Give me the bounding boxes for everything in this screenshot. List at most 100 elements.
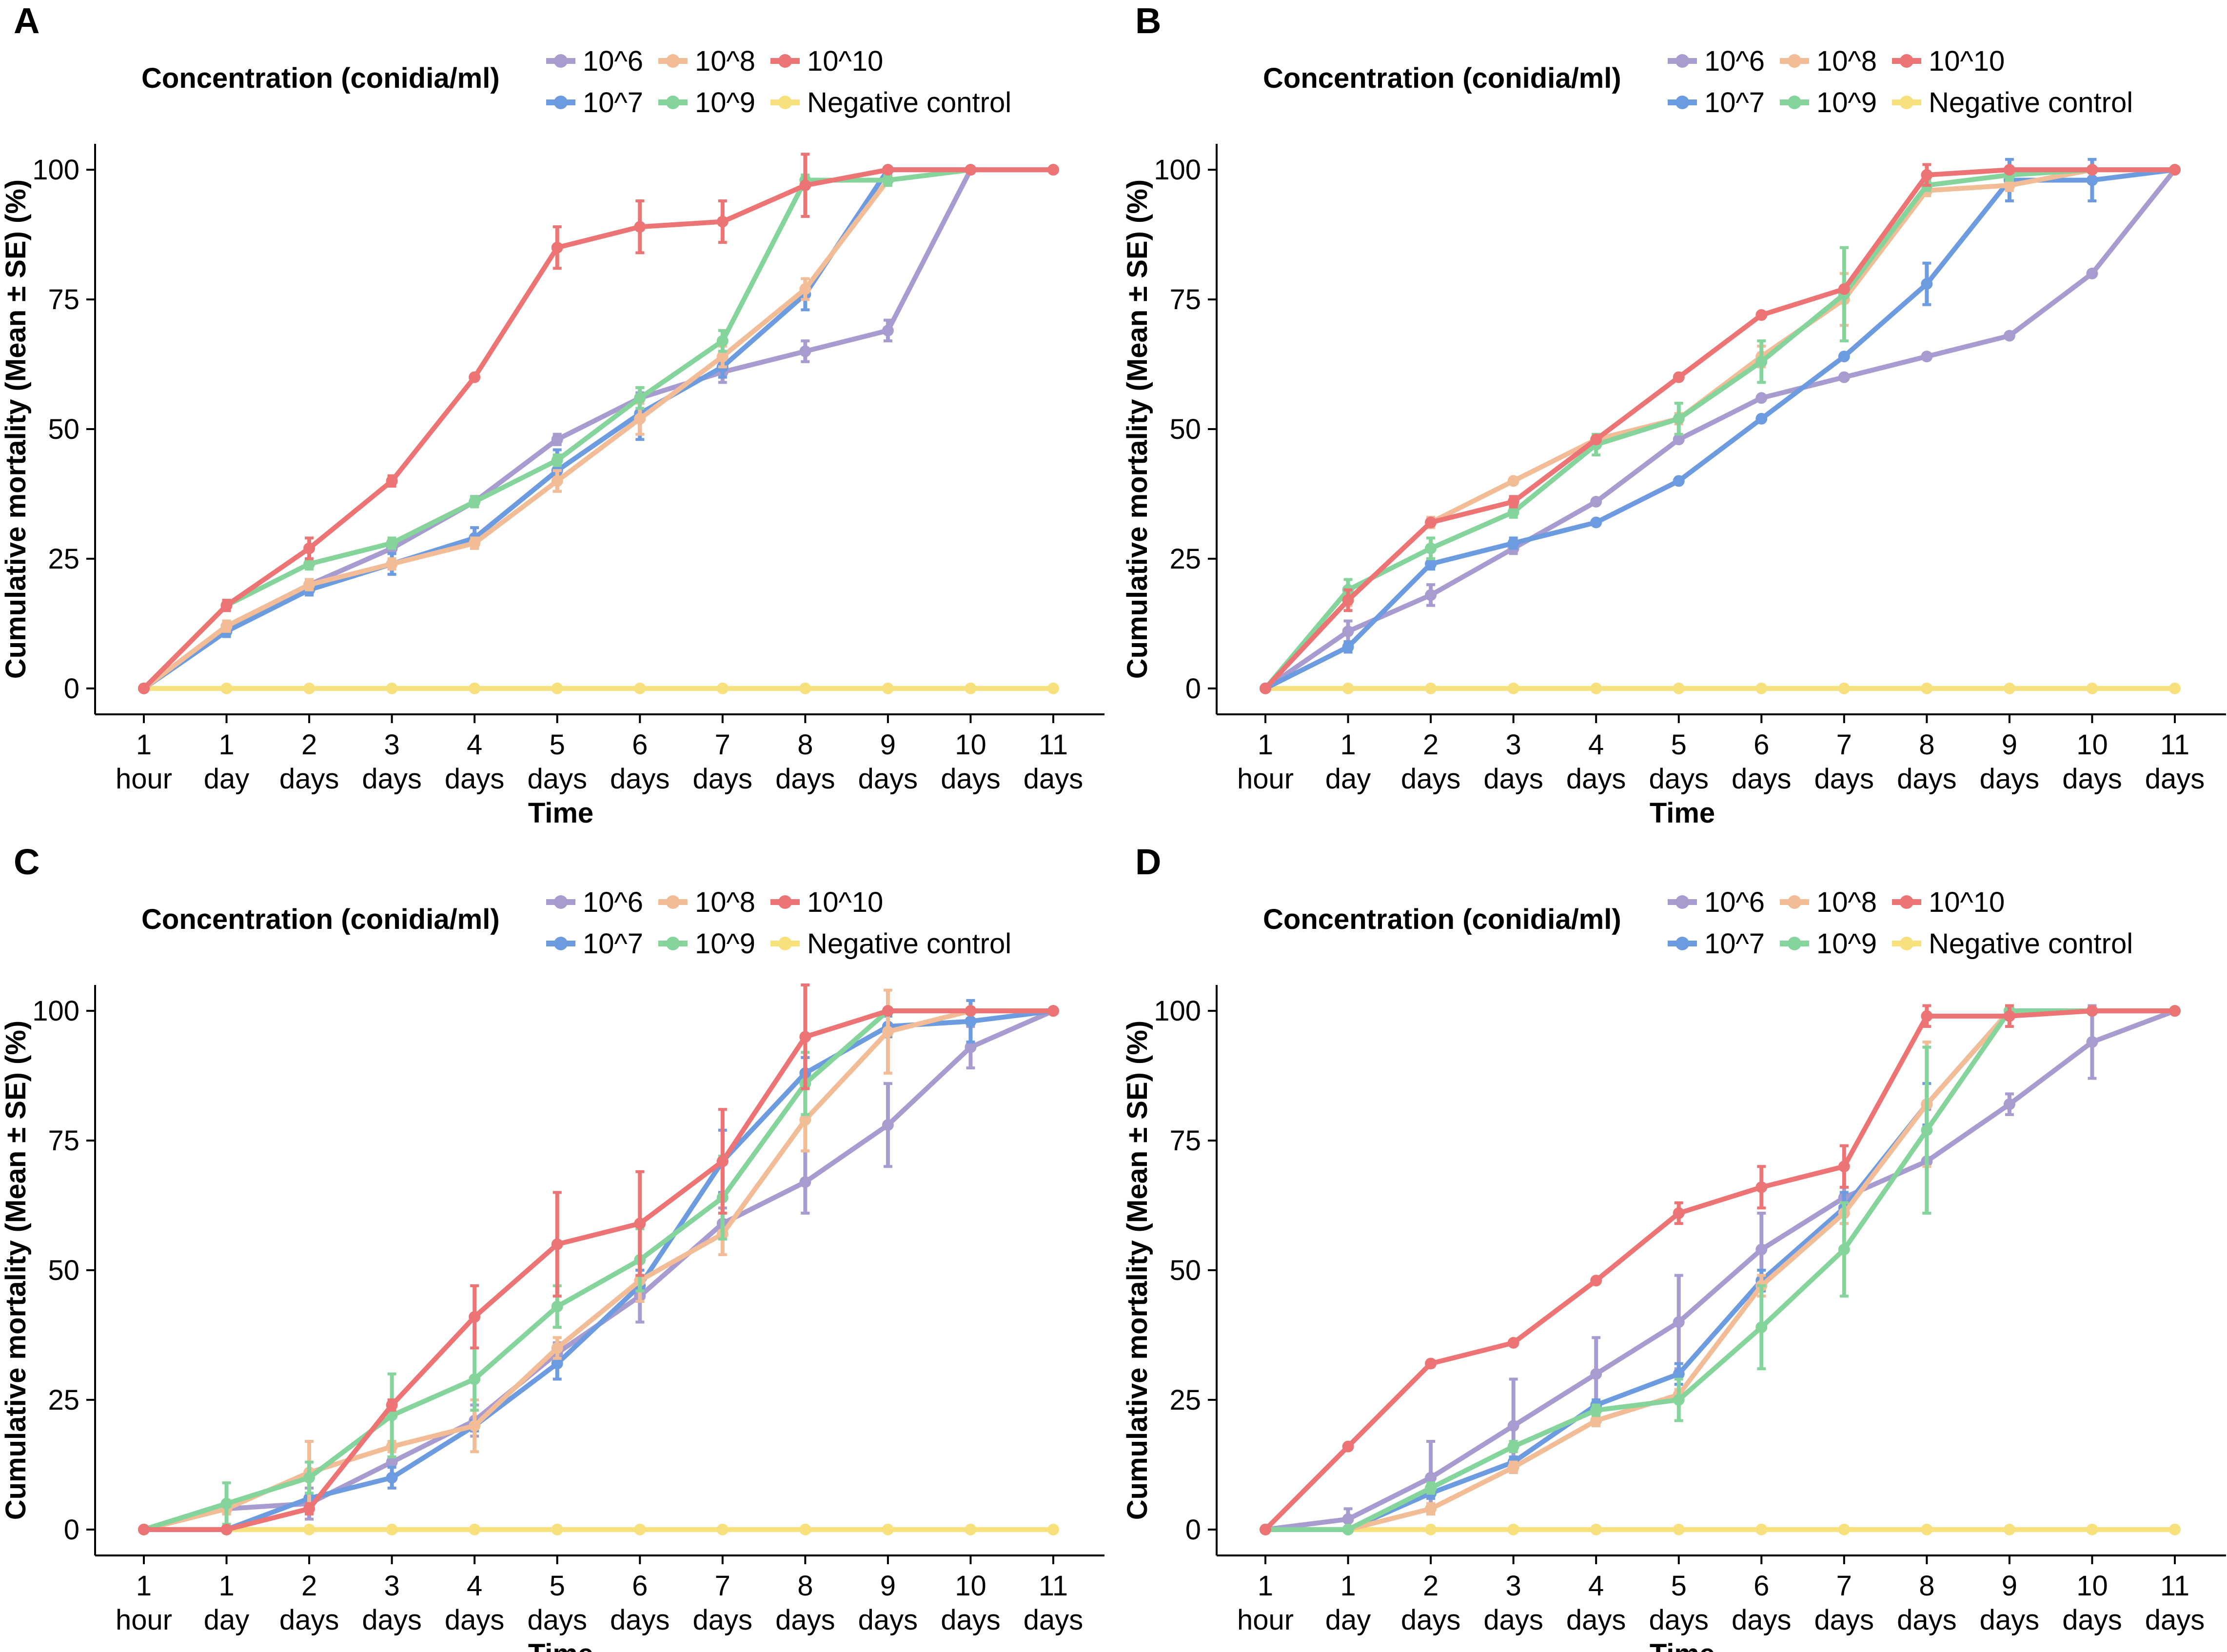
x-tick-unit: days [362,1604,422,1636]
data-point [716,351,729,363]
legend-label: 10^6 [583,45,643,77]
data-point [1590,1275,1602,1287]
panel-label: D [1135,842,1161,882]
legend-swatch-marker [554,54,568,68]
data-point [2086,1036,2098,1048]
data-point [2003,330,2015,342]
legend-swatch-marker [1900,54,1913,68]
data-point [1590,495,1602,508]
series-line [141,167,1056,691]
data-point [1755,309,1768,321]
legend-item: 10^9 [658,928,755,960]
data-point [2003,1098,2015,1110]
data-point [1507,506,1519,518]
x-tick-unit: days [2062,1604,2122,1636]
data-point [799,1523,811,1535]
legend-item: 10^7 [1668,928,1765,960]
x-tick-number: 4 [467,729,482,761]
x-tick-unit: day [1325,763,1371,795]
data-point [1755,413,1768,425]
series-10-6 [1260,1004,2181,1535]
legend-swatch-marker [1788,937,1801,950]
x-tick-unit: day [1325,1604,1371,1636]
data-point [1755,1243,1768,1256]
legend-swatch-marker [1788,54,1801,68]
series-10-10 [138,983,1059,1535]
data-point [1755,355,1768,368]
data-point [1921,1523,1933,1535]
y-tick-label: 50 [48,413,79,445]
x-tick-unit: days [1897,763,1957,795]
x-tick-unit: days [527,763,587,795]
legend-item: 10^9 [658,87,755,118]
y-tick-label: 0 [1185,1514,1201,1546]
series-10-8 [1260,164,2181,694]
data-point [1342,594,1354,606]
legend-item: 10^8 [658,45,755,77]
x-axis-title: Time [1650,797,1715,829]
x-tick-unit: days [693,763,753,795]
data-point [799,1031,811,1043]
legend-swatch-marker [778,895,792,909]
x-tick-number: 11 [2160,729,2189,761]
x-tick-number: 5 [1671,1570,1687,1602]
data-point [1507,1337,1519,1349]
x-tick-unit: days [610,763,670,795]
data-point [1838,682,1850,694]
legend-item: 10^9 [1780,928,1877,960]
legend-label: Negative control [807,928,1011,960]
series-10-9 [138,164,1059,694]
series-10-9 [1260,164,2181,694]
x-tick-unit: hour [116,1604,172,1636]
data-point [716,682,729,694]
x-tick-number: 10 [955,1570,986,1602]
data-point [965,1523,977,1535]
data-point [1838,1243,1850,1256]
data-point [551,1238,563,1250]
x-tick-unit: days [1401,763,1461,795]
x-tick-number: 1 [218,729,234,761]
legend-label: 10^10 [807,45,883,77]
y-tick-label: 0 [64,673,79,705]
x-tick-unit: days [1814,1604,1874,1636]
series-10-9 [1260,1005,2181,1535]
legend-swatch-marker [1675,895,1689,909]
series-10-10 [1260,1004,2181,1535]
x-tick-unit: days [610,1604,670,1636]
data-point [386,558,398,570]
data-point [1590,516,1602,529]
x-tick-number: 11 [1039,729,1068,761]
data-point [1047,1005,1059,1017]
legend-label: 10^9 [1816,928,1877,960]
x-tick-unit: days [279,763,339,795]
x-tick-unit: hour [1237,763,1294,795]
y-axis-title: Cumulative mortality (Mean ± SE) (%) [0,1021,32,1520]
data-point [882,324,894,336]
data-point [469,1523,481,1535]
x-tick-number: 5 [1671,729,1687,761]
x-tick-unit: days [2145,1604,2205,1636]
x-tick-unit: days [775,763,835,795]
legend-item: 10^8 [1780,886,1877,918]
x-tick-unit: days [2062,763,2122,795]
legend-label: 10^7 [583,87,643,118]
data-point [1838,1523,1850,1535]
series-line [1263,1008,2177,1532]
data-point [1673,413,1685,425]
legend-item: 10^7 [546,928,643,960]
x-tick-unit: days [279,1604,339,1636]
x-axis-title: Time [528,1638,593,1652]
data-point [2169,1005,2181,1017]
legend-label: 10^7 [1704,928,1765,960]
data-point [1342,1513,1354,1525]
y-tick-label: 50 [1169,413,1201,445]
legend-title: Concentration (conidia/ml) [141,904,500,935]
x-tick-number: 4 [1588,1570,1604,1602]
x-tick-number: 1 [1258,1570,1273,1602]
data-point [386,682,398,694]
data-point [551,1523,563,1535]
legend-label: 10^10 [807,886,883,918]
legend-swatch-marker [1900,96,1913,109]
legend-item: 10^6 [1668,45,1765,77]
x-tick-number: 3 [1506,1570,1521,1602]
